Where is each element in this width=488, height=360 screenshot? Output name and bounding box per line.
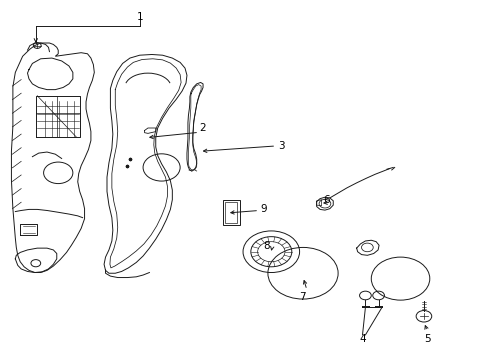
Text: 4: 4: [359, 333, 365, 343]
Text: 5: 5: [423, 333, 430, 343]
Text: 2: 2: [199, 123, 206, 133]
Text: 7: 7: [298, 292, 305, 302]
Text: 9: 9: [260, 204, 267, 214]
Text: 8: 8: [263, 241, 269, 251]
Text: 6: 6: [323, 195, 329, 205]
Text: 1: 1: [136, 12, 142, 22]
Text: 3: 3: [277, 141, 284, 151]
